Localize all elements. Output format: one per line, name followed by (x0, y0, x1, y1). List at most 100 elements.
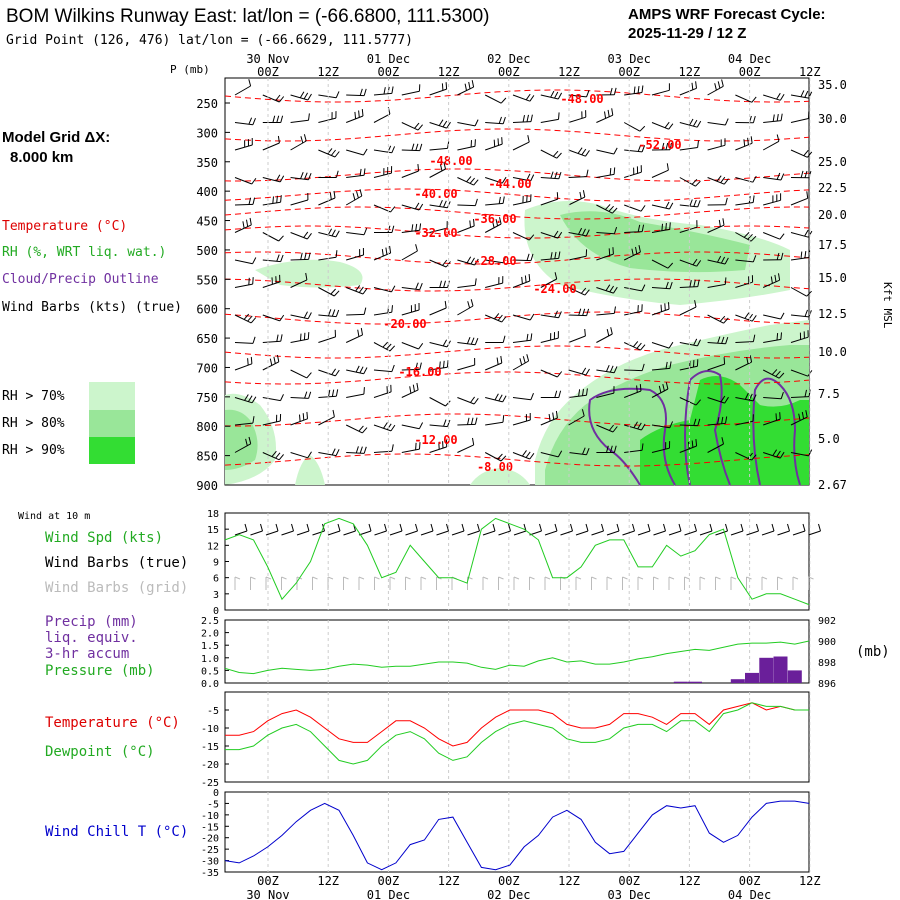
wind-barb-grid-flag (715, 576, 721, 580)
temperature-contour-label: -32.00 (414, 226, 457, 240)
wind-barb-10m (451, 530, 465, 536)
wind-barb-flag (749, 355, 753, 363)
wind-barb-flag (443, 162, 446, 170)
wind-barb-shaft (429, 122, 447, 129)
wind-barb-grid-flag (730, 576, 737, 580)
date-label-bottom: 02 Dec (487, 888, 530, 900)
wind-barb-shaft (401, 389, 419, 398)
wind-barb-flag (721, 336, 725, 344)
wind-barb-10m (746, 530, 759, 536)
wind-barb-shaft (373, 172, 392, 178)
wind-barb-flag (419, 362, 422, 370)
wind-barb-shaft (290, 452, 308, 459)
wind-barb-flag (362, 427, 368, 434)
wind-barb-shaft (485, 314, 502, 323)
wind-barb-shaft (234, 144, 253, 151)
wind-barb-flag (251, 178, 257, 185)
wind-barb-10m (482, 530, 496, 536)
wind-barb-flag (501, 316, 507, 323)
wind-barb-shaft (763, 120, 782, 123)
height-tick: 17.5 (818, 238, 847, 252)
wind-barb-10m (358, 530, 372, 536)
wind-barb-flag (609, 168, 612, 176)
wind-barb-flag (522, 115, 525, 123)
legend-rh70: RH > 70% (2, 389, 65, 404)
wind-barb-flag (331, 389, 335, 397)
wind-barb-flag (635, 246, 638, 254)
wind-barb-flag (502, 256, 507, 264)
wind-barb-flag (306, 411, 308, 419)
wind-barb-flag (556, 152, 562, 159)
wind-barb-shaft (346, 287, 364, 295)
wind-barb-flag (493, 139, 496, 147)
wind-barb-shaft (735, 341, 754, 343)
wind-barb-flag (252, 336, 256, 344)
wind-barb-flag (529, 313, 535, 321)
series-line (225, 702, 809, 765)
wind-barb-shaft (401, 250, 418, 261)
wind-barb-shaft (651, 447, 670, 453)
wind-barb-flag (471, 80, 475, 88)
wind-barb-shaft (679, 286, 698, 288)
wind-barb-flag (250, 356, 253, 364)
wind-barb-shaft (512, 280, 530, 288)
wind-barb-shaft (763, 232, 781, 240)
wind-barb-flag (696, 260, 702, 267)
wind-barb-flag (474, 198, 478, 206)
time-label-top: 12Z (438, 65, 460, 79)
wind-barb-shaft (624, 231, 643, 233)
wind-barb-shaft (540, 198, 558, 206)
wind-barb-flag (334, 369, 340, 377)
wind-barb-flag (530, 253, 534, 261)
wind-barb-shaft (735, 397, 754, 402)
wind-barb-flag (409, 386, 412, 394)
wind-barb-flag (300, 252, 303, 260)
wind-barb-flag (272, 196, 274, 204)
wind-barb-flag (746, 356, 749, 364)
wind-barb-flag (779, 451, 785, 459)
wind-barb-shaft (401, 170, 419, 178)
wind-barb-flag (252, 197, 256, 205)
wind-barb-flag (497, 138, 499, 146)
wind-barb-flag (609, 87, 613, 95)
wind-barb-flag (553, 230, 559, 238)
wind-barb-shaft (651, 204, 670, 210)
wind-barb-flag (272, 115, 276, 123)
wind-barb-flag (691, 178, 698, 185)
wind-barb-flag (444, 300, 447, 309)
wind-barb-shaft (512, 177, 531, 182)
wind-barb-flag (415, 223, 418, 231)
wind-barb-shaft (735, 361, 752, 371)
wind-barb-10m-flag (508, 523, 511, 532)
y2-tick-label: 902 (818, 616, 836, 627)
rh70-region-mid (255, 259, 363, 288)
wind-barb-flag (606, 328, 610, 337)
y-tick-label: -5 (207, 706, 219, 717)
wind-barb-flag (304, 252, 307, 260)
wind-barb-shaft (735, 259, 754, 263)
wind-barb-shaft (790, 336, 809, 343)
wind-barb-flag (248, 277, 250, 285)
wind-barb-flag (610, 327, 613, 335)
wind-barb-10m-flag (244, 523, 248, 532)
wind-barb-shaft (234, 224, 252, 233)
wind-barb-flag (554, 171, 558, 179)
wind-barb-flag (613, 306, 616, 314)
wind-barb-shaft (485, 143, 503, 151)
wind-barb-grid-flag (653, 576, 659, 580)
wind-barb-flag (469, 220, 471, 228)
wind-barb-shaft (262, 314, 280, 322)
wind-barb-flag (524, 275, 527, 283)
y-tick-label: -25 (201, 845, 219, 856)
wind-barb-flag (586, 90, 590, 98)
wind-barb-flag (723, 178, 729, 185)
wind-barb-flag (354, 111, 357, 119)
wind-barb-10m-flag (570, 523, 573, 532)
wind-barb-grid-flag (250, 576, 256, 580)
wind-barb-flag (805, 410, 808, 418)
wind-barb-flag (248, 436, 252, 444)
wind-barb-flag (247, 395, 253, 402)
precip-pressure-panel: 0.0 0.51.0 1.52.0 2.5 896 898 900 902 (201, 616, 836, 690)
wind-barbs-profile (234, 79, 813, 462)
wind-barb-flag (355, 285, 361, 292)
